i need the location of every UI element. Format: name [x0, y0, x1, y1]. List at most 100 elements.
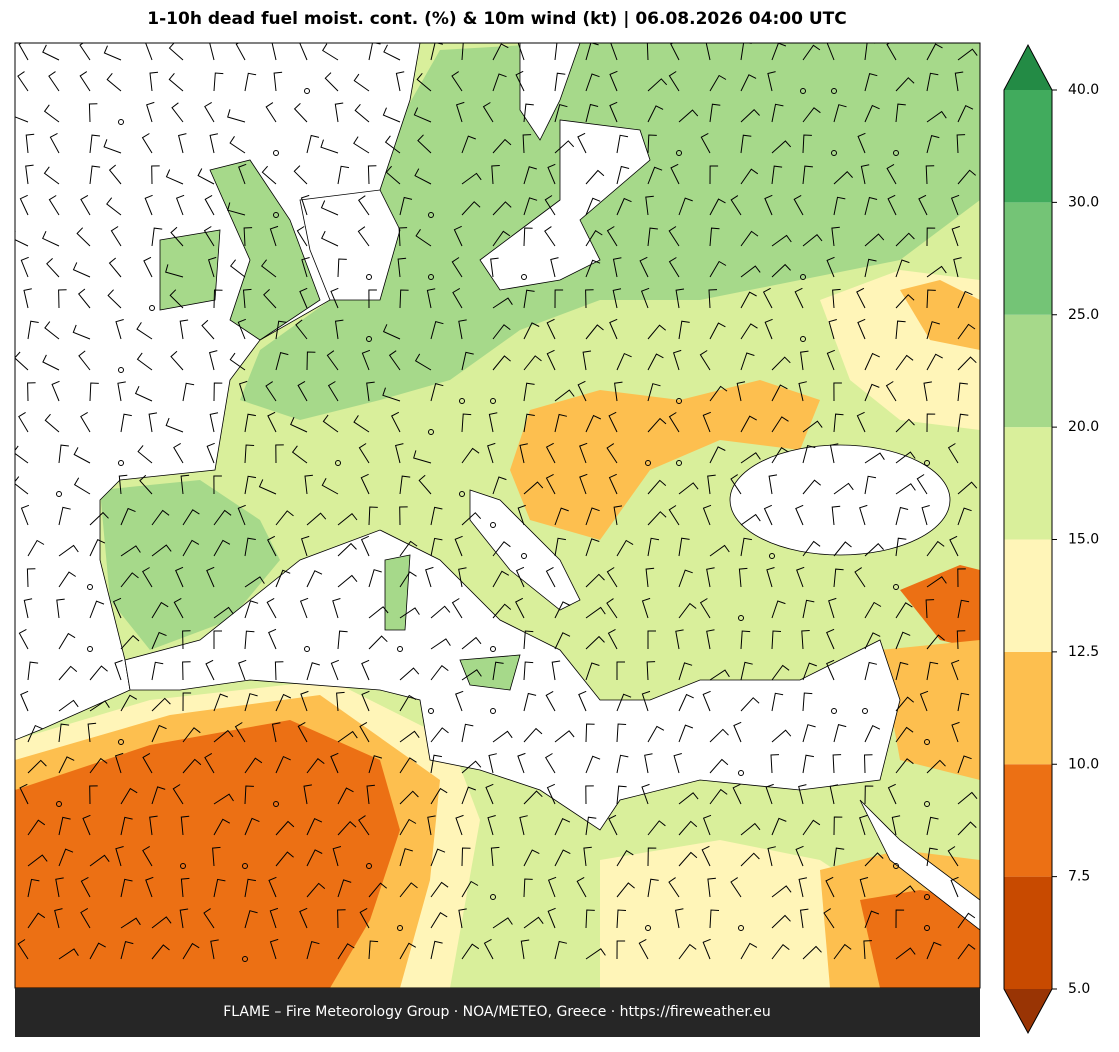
wind-barb — [585, 755, 601, 774]
wind-barb — [771, 234, 792, 247]
wind-barb — [337, 542, 357, 557]
wind-barb — [523, 413, 535, 433]
land-green — [240, 43, 980, 420]
wind-barb — [859, 814, 868, 836]
wind-barb — [833, 568, 844, 588]
wind-barb — [802, 599, 815, 619]
wind-barb — [582, 350, 592, 371]
calm-marker — [273, 801, 279, 807]
wind-barb — [647, 878, 659, 898]
wind-barb — [608, 411, 618, 433]
calm-marker — [893, 150, 899, 156]
land-green — [100, 480, 280, 650]
wind-barb — [668, 257, 680, 278]
wind-barb — [430, 881, 449, 898]
wind-barb — [517, 504, 526, 526]
wind-barb — [675, 908, 684, 929]
wind-barb — [770, 754, 780, 774]
wind-barb — [833, 847, 845, 867]
wind-barb — [300, 535, 310, 557]
wind-barb — [334, 319, 344, 340]
calm-marker — [831, 88, 837, 94]
wind-barb — [56, 598, 65, 619]
wind-barb — [213, 72, 224, 92]
wind-barb — [213, 475, 222, 495]
wind-barb — [921, 505, 930, 526]
wind-barb — [73, 477, 91, 495]
wind-barb — [895, 294, 915, 309]
wind-barb — [954, 71, 964, 92]
wind-barb — [886, 163, 897, 185]
wind-barb — [579, 473, 588, 495]
wind-barb — [299, 287, 308, 309]
calm-marker — [893, 584, 899, 590]
wind-barb — [359, 721, 370, 743]
wind-barb — [544, 195, 556, 216]
wind-barb — [244, 72, 257, 92]
calm-marker — [459, 398, 465, 404]
wind-barb — [859, 504, 868, 526]
wind-barb — [118, 474, 128, 495]
wind-barb — [950, 876, 959, 898]
wind-barb — [768, 474, 778, 495]
wind-barb — [709, 544, 730, 557]
wind-barb — [209, 133, 219, 154]
wind-barb — [740, 537, 752, 557]
wind-barb — [647, 166, 663, 185]
wind-barb — [641, 597, 651, 619]
wind-barb — [58, 571, 76, 588]
colorbar-tick-label: 7.5 — [1068, 869, 1090, 885]
wind-barb — [18, 43, 29, 61]
wind-barb — [925, 599, 935, 619]
wind-barb — [244, 413, 256, 433]
wind-barb — [916, 474, 928, 495]
wind-barb — [926, 576, 947, 588]
wind-barb — [709, 758, 729, 774]
wind-barb — [492, 661, 504, 681]
wind-barb — [358, 443, 370, 464]
calm-marker — [490, 398, 496, 404]
wind-barb — [864, 43, 876, 61]
wind-barb — [244, 785, 254, 805]
wind-barb — [399, 571, 417, 588]
calm-marker — [366, 274, 372, 280]
calm-marker — [769, 553, 775, 559]
wind-barb — [108, 257, 122, 278]
wind-barb — [103, 139, 122, 154]
wind-barb — [794, 287, 804, 309]
wind-barb — [209, 43, 215, 61]
wind-barb — [455, 814, 464, 836]
wind-barb — [136, 322, 153, 340]
wind-barb — [120, 545, 141, 557]
wind-barb — [801, 630, 810, 650]
wind-barb — [120, 507, 136, 526]
wind-barb — [730, 877, 742, 898]
wind-barb — [771, 914, 791, 929]
wind-barb — [709, 260, 727, 278]
wind-barb — [204, 752, 215, 774]
wind-barb — [368, 606, 389, 619]
wind-barb — [926, 634, 945, 650]
wind-barb — [895, 909, 905, 929]
wind-barb — [771, 103, 784, 123]
wind-barb — [554, 289, 564, 309]
wind-barb — [802, 479, 822, 495]
wind-barb — [738, 567, 748, 588]
wind-barb — [229, 352, 246, 371]
wind-barb — [208, 350, 218, 371]
wind-barb — [800, 350, 809, 371]
wind-barb — [179, 319, 189, 340]
wind-barb — [554, 389, 575, 402]
wind-barb — [304, 474, 313, 495]
wind-barb — [740, 352, 755, 371]
wind-barb — [165, 417, 184, 433]
wind-barb — [182, 509, 200, 526]
wind-barb — [831, 226, 840, 247]
calm-marker — [521, 274, 527, 280]
wind-barb — [368, 569, 382, 588]
wind-barb — [895, 885, 916, 898]
wind-barb — [957, 755, 972, 774]
wind-barb — [171, 102, 184, 123]
wind-barb — [430, 506, 443, 526]
